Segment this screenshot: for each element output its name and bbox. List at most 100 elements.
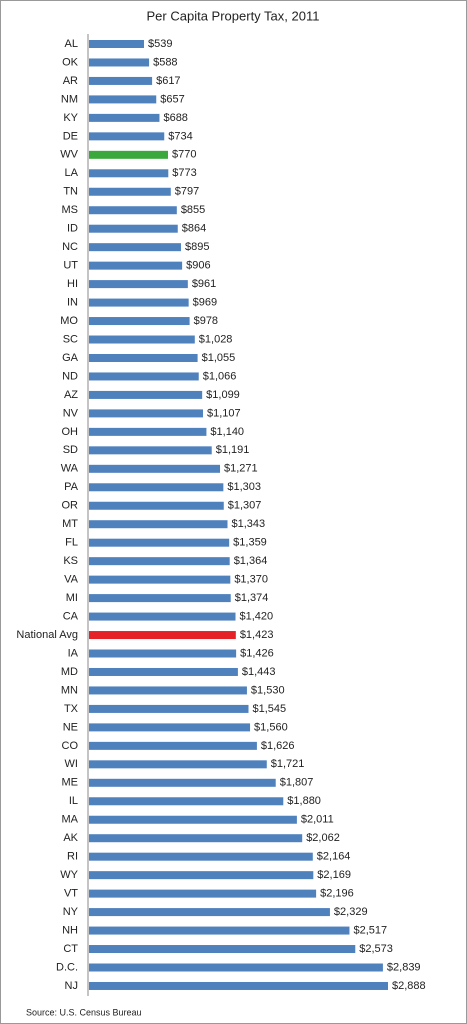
y-tick-label: IL <box>69 795 78 807</box>
bar <box>89 538 230 547</box>
y-tick-label: SC <box>63 333 78 345</box>
bar <box>89 483 224 492</box>
y-tick-label: DE <box>63 130 78 142</box>
y-tick-label: AZ <box>64 389 78 401</box>
value-label: $2,011 <box>301 814 334 826</box>
y-tick-label: GA <box>62 352 79 364</box>
y-tick-label: NY <box>63 906 79 918</box>
value-label: $1,560 <box>254 721 288 733</box>
y-tick-label: NE <box>63 721 78 733</box>
y-tick-label: FL <box>65 537 78 549</box>
y-tick-label: VT <box>64 888 78 900</box>
bar <box>89 889 317 898</box>
y-tick-label: AR <box>63 75 78 87</box>
bar <box>89 95 157 104</box>
bar <box>89 335 195 344</box>
bar <box>89 243 181 252</box>
bar <box>89 501 224 510</box>
value-label: $1,807 <box>280 777 314 789</box>
y-tick-label: MN <box>61 684 78 696</box>
y-tick-label: WI <box>65 758 78 770</box>
value-label: $1,307 <box>228 500 262 512</box>
value-label: $1,530 <box>251 684 285 696</box>
bar <box>89 317 190 326</box>
value-label: $734 <box>168 130 192 142</box>
bar <box>89 150 168 159</box>
y-tick-label: RI <box>67 851 78 863</box>
y-tick-label: NV <box>63 407 79 419</box>
bar <box>89 667 238 676</box>
value-label: $864 <box>182 223 206 235</box>
bar <box>89 852 313 861</box>
value-label: $539 <box>148 38 172 50</box>
value-label: $2,329 <box>334 906 368 918</box>
value-label: $1,107 <box>207 407 241 419</box>
bar <box>89 427 207 436</box>
value-label: $1,374 <box>235 592 269 604</box>
y-tick-label: ME <box>62 777 79 789</box>
y-tick-label: UT <box>63 260 78 272</box>
value-label: $1,880 <box>287 795 321 807</box>
bar <box>89 926 350 935</box>
y-tick-label: OR <box>62 500 79 512</box>
bar <box>89 132 165 141</box>
bar <box>89 409 203 418</box>
value-label: $1,066 <box>203 370 237 382</box>
y-tick-label: AL <box>65 38 78 50</box>
value-label: $978 <box>194 315 218 327</box>
bar <box>89 298 189 307</box>
value-label: $855 <box>181 204 205 216</box>
bar <box>89 686 247 695</box>
bar <box>89 557 230 566</box>
bar <box>89 834 303 843</box>
y-tick-label: IA <box>68 647 79 659</box>
y-tick-label: CA <box>63 610 79 622</box>
bar <box>89 206 177 215</box>
bar <box>89 981 388 990</box>
value-label: $688 <box>163 112 187 124</box>
y-tick-label: AK <box>63 832 78 844</box>
bar <box>89 113 160 122</box>
y-tick-label: OH <box>62 426 79 438</box>
y-tick-label: National Avg <box>16 629 78 641</box>
bar <box>89 594 231 603</box>
value-label: $770 <box>172 149 196 161</box>
bar <box>89 815 297 824</box>
y-tick-label: TN <box>63 186 78 198</box>
value-label: $1,426 <box>240 647 274 659</box>
y-tick-label: SD <box>63 444 78 456</box>
value-label: $1,140 <box>210 426 244 438</box>
y-tick-label: HI <box>67 278 78 290</box>
value-label: $2,888 <box>392 980 426 992</box>
bar <box>89 945 356 954</box>
bar <box>89 169 169 178</box>
y-tick-label: CO <box>62 740 79 752</box>
value-label: $2,164 <box>317 851 351 863</box>
bar <box>89 871 314 880</box>
value-label: $1,420 <box>240 610 274 622</box>
y-tick-label: MS <box>62 204 79 216</box>
y-tick-label: IN <box>67 296 78 308</box>
value-label: $1,626 <box>261 740 295 752</box>
value-label: $1,359 <box>233 537 267 549</box>
bar <box>89 520 228 529</box>
bar <box>89 390 203 399</box>
value-label: $2,517 <box>353 924 387 936</box>
value-label: $617 <box>156 75 180 87</box>
bar <box>89 612 236 621</box>
value-label: $797 <box>175 186 199 198</box>
value-label: $1,028 <box>199 333 233 345</box>
value-label: $1,423 <box>240 629 274 641</box>
value-label: $773 <box>172 167 196 179</box>
y-tick-label: MD <box>61 666 78 678</box>
value-label: $2,839 <box>387 961 421 973</box>
value-label: $1,721 <box>271 758 305 770</box>
bar <box>89 372 199 381</box>
y-tick-label: CT <box>63 943 78 955</box>
value-label: $1,545 <box>252 703 286 715</box>
value-label: $2,196 <box>320 888 354 900</box>
bar <box>89 575 231 584</box>
bar <box>89 723 251 732</box>
value-label: $1,364 <box>234 555 268 567</box>
bar <box>89 40 144 48</box>
